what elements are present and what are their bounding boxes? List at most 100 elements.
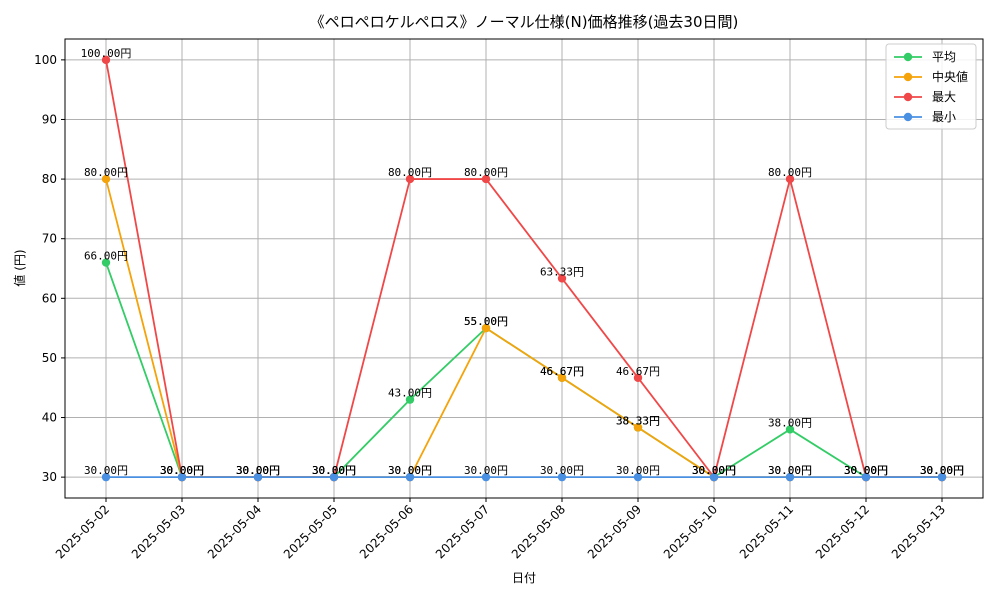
data-label: 80.00円 xyxy=(84,166,128,179)
x-tick-label: 2025-05-05 xyxy=(281,502,340,561)
y-tick-label: 80 xyxy=(42,172,57,186)
data-label: 30.00円 xyxy=(236,464,280,477)
data-point xyxy=(177,472,187,482)
data-label: 30.00円 xyxy=(920,464,964,477)
data-label: 38.33円 xyxy=(616,414,660,427)
data-point xyxy=(481,174,491,184)
data-point xyxy=(557,472,567,482)
data-label: 30.00円 xyxy=(236,464,280,477)
legend-label: 中央値 xyxy=(932,69,968,84)
legend-marker xyxy=(903,112,913,122)
data-point xyxy=(329,472,339,482)
data-point xyxy=(101,55,111,65)
data-label: 30.00円 xyxy=(312,464,356,477)
data-label: 30.00円 xyxy=(844,464,888,477)
y-tick-label: 50 xyxy=(42,351,57,365)
x-tick-label: 2025-05-06 xyxy=(357,502,416,561)
x-tick-label: 2025-05-08 xyxy=(509,502,568,561)
data-label: 38.00円 xyxy=(768,416,812,429)
chart-title: 《ペロペロケルペロス》ノーマル仕様(N)価格推移(過去30日間) xyxy=(310,13,739,31)
data-label: 30.00円 xyxy=(768,464,812,477)
plot-frame xyxy=(64,38,984,499)
legend-marker xyxy=(903,52,913,62)
data-label: 30.00円 xyxy=(84,464,128,477)
data-point xyxy=(709,472,719,482)
x-tick-label: 2025-05-02 xyxy=(53,502,112,561)
data-label: 46.67円 xyxy=(616,365,660,378)
data-point xyxy=(785,472,795,482)
data-label: 30.00円 xyxy=(388,464,432,477)
data-label: 30.00円 xyxy=(236,464,280,477)
data-label: 46.67円 xyxy=(540,365,584,378)
data-label: 80.00円 xyxy=(388,166,432,179)
y-tick-label: 30 xyxy=(42,470,57,484)
data-label: 30.00円 xyxy=(236,464,280,477)
grid xyxy=(65,39,983,498)
data-label: 80.00円 xyxy=(768,166,812,179)
data-point xyxy=(785,425,795,434)
x-tick-label: 2025-05-09 xyxy=(585,502,644,561)
y-tick-label: 100 xyxy=(34,53,57,67)
data-label: 30.00円 xyxy=(160,464,204,477)
data-point xyxy=(633,373,643,382)
data-label: 30.00円 xyxy=(844,464,888,477)
data-point xyxy=(405,472,415,482)
y-tick-label: 90 xyxy=(42,112,57,126)
data-point xyxy=(405,395,415,404)
data-point xyxy=(101,258,111,267)
data-label: 55.00円 xyxy=(464,315,508,328)
y-tick-label: 40 xyxy=(42,411,57,425)
legend-marker xyxy=(903,92,913,102)
data-label: 30.00円 xyxy=(160,464,204,477)
legend-label: 最大 xyxy=(932,90,956,104)
data-label: 30.00円 xyxy=(692,464,736,477)
data-label: 30.00円 xyxy=(768,464,812,477)
data-label: 38.33円 xyxy=(616,414,660,427)
y-axis-label: 値 (円) xyxy=(12,249,27,286)
data-label: 30.00円 xyxy=(312,464,356,477)
legend-box xyxy=(885,43,977,130)
legend-label: 最小 xyxy=(932,110,956,124)
data-label: 30.00円 xyxy=(692,464,736,477)
data-point xyxy=(633,423,643,432)
data-label: 30.00円 xyxy=(920,464,964,477)
legend-marker xyxy=(903,72,913,82)
series-line xyxy=(105,59,942,479)
data-label: 30.00円 xyxy=(920,464,964,477)
data-point xyxy=(253,472,263,482)
x-axis-label: 日付 xyxy=(512,571,536,585)
data-label: 30.00円 xyxy=(388,464,432,477)
data-label: 30.00円 xyxy=(616,464,660,477)
series-lines xyxy=(101,55,947,482)
x-tick-label: 2025-05-07 xyxy=(433,502,492,561)
data-label: 55.00円 xyxy=(464,315,508,328)
data-point xyxy=(937,472,947,482)
y-tick-label: 70 xyxy=(42,232,57,246)
data-point xyxy=(861,472,871,482)
data-label: 30.00円 xyxy=(692,464,736,477)
data-point xyxy=(405,174,415,184)
data-label: 30.00円 xyxy=(540,464,584,477)
data-label: 80.00円 xyxy=(464,166,508,179)
data-point xyxy=(785,174,795,184)
x-tick-label: 2025-05-12 xyxy=(813,502,872,561)
x-tick-label: 2025-05-03 xyxy=(129,502,188,561)
series-line xyxy=(105,262,942,479)
axes: 30 40 50 60 70 80 90 100 2025-05-02 2025-05-03 202… xyxy=(34,38,984,561)
data-labels: 66.00円 30.00円 30.00円 30.00円 43.00円 55.00円 46.6… xyxy=(81,47,964,477)
data-point xyxy=(633,472,643,482)
data-label: 30.00円 xyxy=(312,464,356,477)
legend-label: 平均 xyxy=(932,50,956,64)
data-label: 30.00円 xyxy=(844,464,888,477)
data-label: 100.00円 xyxy=(81,47,132,60)
data-label: 43.00円 xyxy=(388,387,432,400)
data-point xyxy=(481,472,491,482)
data-point xyxy=(101,174,111,184)
x-tick-label: 2025-05-04 xyxy=(205,502,264,561)
data-label: 30.00円 xyxy=(692,464,736,477)
data-label: 30.00円 xyxy=(464,464,508,477)
data-label: 66.00円 xyxy=(84,250,128,263)
x-tick-label: 2025-05-10 xyxy=(661,502,720,561)
